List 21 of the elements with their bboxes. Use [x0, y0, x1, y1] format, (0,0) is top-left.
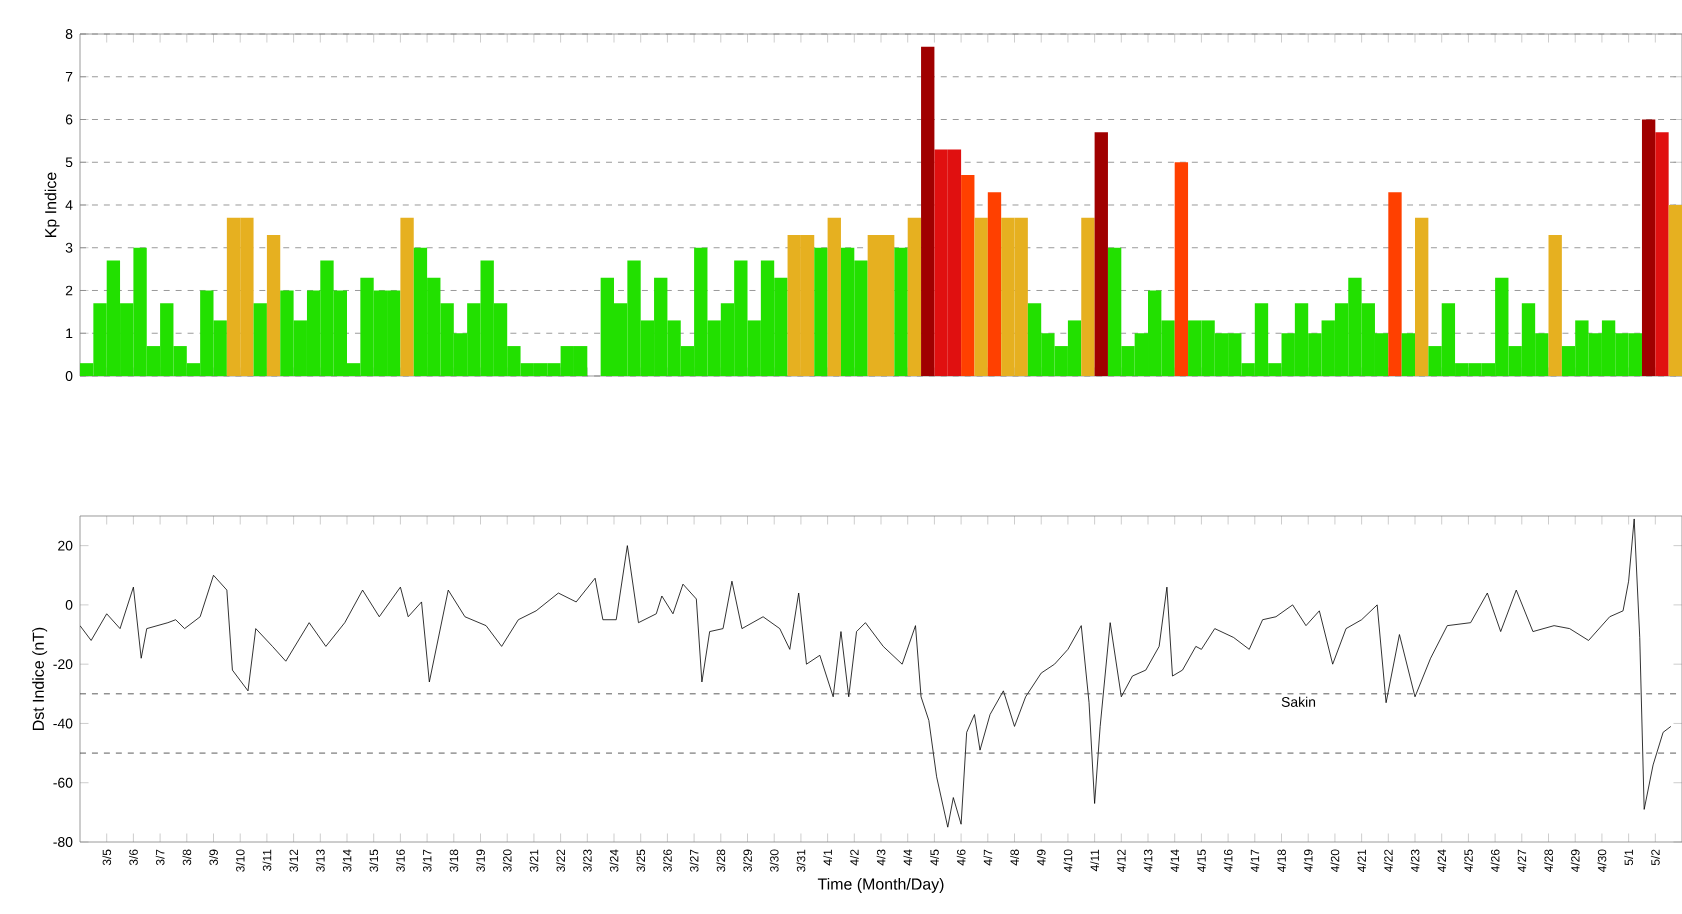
bar	[961, 175, 975, 376]
bar	[814, 247, 828, 376]
bar	[907, 217, 922, 376]
bar	[1388, 192, 1402, 376]
bar	[827, 217, 841, 376]
bar	[1094, 132, 1108, 376]
bar	[1548, 234, 1562, 376]
bar	[1174, 162, 1189, 376]
bar	[894, 247, 908, 376]
bar	[921, 46, 935, 376]
bar	[253, 303, 267, 376]
bar	[400, 217, 414, 376]
bar	[974, 217, 988, 376]
bar	[266, 234, 281, 376]
bar	[1655, 132, 1669, 376]
bar	[1641, 119, 1656, 376]
bar	[987, 192, 1002, 376]
bar	[1415, 217, 1429, 376]
bar	[1081, 217, 1095, 376]
bar	[1401, 333, 1416, 376]
bar	[1668, 205, 1682, 376]
